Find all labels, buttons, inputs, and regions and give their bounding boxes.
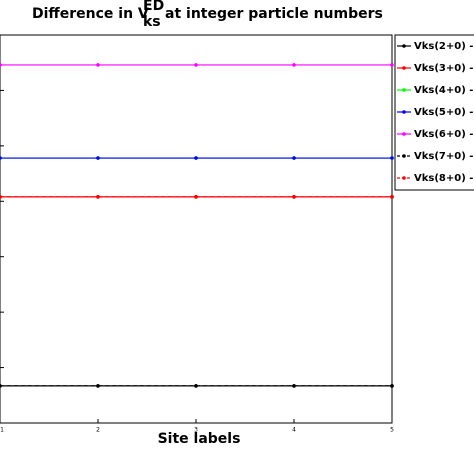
legend-label: Vks(8+0) -	[414, 173, 473, 184]
data-point	[0, 63, 2, 67]
chart-title: Difference in V	[32, 6, 149, 22]
legend-marker	[402, 44, 406, 48]
data-point	[194, 63, 198, 67]
legend-marker	[402, 176, 406, 180]
legend-marker	[402, 132, 406, 136]
x-tick-label: 3	[194, 427, 198, 434]
x-tick-label: 2	[96, 427, 100, 434]
data-point	[0, 384, 2, 388]
data-point	[0, 195, 2, 199]
legend-marker	[402, 154, 406, 158]
data-point	[0, 156, 2, 160]
data-point	[96, 195, 100, 199]
plot-frame	[0, 34, 393, 424]
data-point	[390, 156, 394, 160]
x-tick-label: 4	[292, 427, 296, 434]
chart-title: at integer particle numbers	[165, 6, 383, 22]
data-point	[390, 195, 394, 199]
data-point	[194, 195, 198, 199]
legend-label: Vks(7+0) -	[414, 151, 473, 162]
data-point	[194, 384, 198, 388]
data-point	[292, 63, 296, 67]
data-point	[292, 384, 296, 388]
data-point	[96, 156, 100, 160]
legend-label: Vks(6+0) -	[414, 129, 473, 140]
legend-label: Vks(2+0) -	[414, 41, 473, 52]
legend-label: Vks(4+0) -	[414, 85, 473, 96]
chart-title-subscript: ks	[143, 14, 161, 30]
legend-marker	[402, 66, 406, 70]
legend-label: Vks(3+0) -	[414, 63, 473, 74]
data-point	[390, 384, 394, 388]
legend-marker	[402, 110, 406, 114]
x-axis-label: Site labels	[158, 431, 241, 447]
data-point	[194, 156, 198, 160]
data-point	[390, 63, 394, 67]
data-point	[292, 195, 296, 199]
data-point	[292, 156, 296, 160]
x-tick-label: 1	[0, 427, 4, 434]
chart-title-superscript: ED	[143, 0, 164, 14]
data-point	[96, 63, 100, 67]
x-tick-label: 5	[390, 427, 394, 434]
data-point	[96, 384, 100, 388]
legend-marker	[402, 88, 406, 92]
legend-label: Vks(5+0) -	[414, 107, 473, 118]
